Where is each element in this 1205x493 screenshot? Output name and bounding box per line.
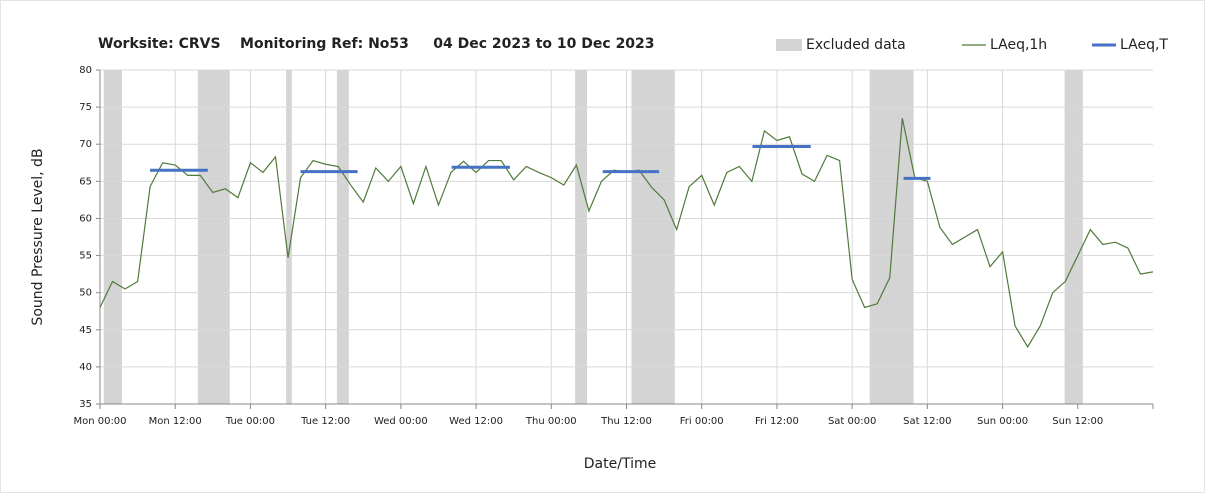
legend-label: LAeq,T: [1120, 37, 1168, 53]
y-tick-label: 35: [79, 399, 92, 410]
y-tick-label: 45: [79, 325, 92, 336]
legend-swatch-excluded: [776, 39, 802, 51]
y-tick-label: 55: [79, 251, 92, 262]
y-tick-label: 50: [79, 288, 92, 299]
x-tick-label: Sat 00:00: [828, 416, 876, 427]
x-tick-label: Wed 00:00: [374, 416, 428, 427]
x-tick-label: Fri 00:00: [680, 416, 724, 427]
legend-label: Excluded data: [806, 37, 906, 53]
chart-title: Worksite: CRVS Monitoring Ref: No53 04 D…: [98, 36, 655, 52]
x-tick-label: Fri 12:00: [755, 416, 799, 427]
x-tick-label: Thu 00:00: [525, 416, 577, 427]
excluded-band: [103, 70, 122, 404]
x-tick-label: Mon 12:00: [149, 416, 202, 427]
x-tick-label: Thu 12:00: [600, 416, 652, 427]
y-tick-label: 65: [79, 176, 92, 187]
excluded-band: [631, 70, 675, 404]
x-tick-label: Tue 12:00: [300, 416, 350, 427]
y-tick-label: 40: [79, 362, 92, 373]
excluded-band: [1064, 70, 1083, 404]
legend-label: LAeq,1h: [990, 37, 1047, 53]
excluded-band: [575, 70, 588, 404]
x-tick-label: Wed 12:00: [449, 416, 503, 427]
x-tick-label: Mon 00:00: [73, 416, 126, 427]
y-tick-label: 75: [79, 102, 92, 113]
x-tick-label: Sun 00:00: [977, 416, 1028, 427]
excluded-band: [286, 70, 292, 404]
x-tick-label: Tue 00:00: [225, 416, 275, 427]
y-tick-label: 60: [79, 213, 92, 224]
excluded-band: [197, 70, 230, 404]
excluded-band: [336, 70, 349, 404]
excluded-band: [869, 70, 914, 404]
x-tick-label: Sun 12:00: [1052, 416, 1103, 427]
y-tick-label: 70: [79, 139, 92, 150]
y-axis-label: Sound Pressure Level, dB: [30, 148, 46, 325]
x-tick-label: Sat 12:00: [903, 416, 951, 427]
x-axis-label: Date/Time: [584, 456, 656, 472]
y-tick-label: 80: [79, 65, 92, 76]
